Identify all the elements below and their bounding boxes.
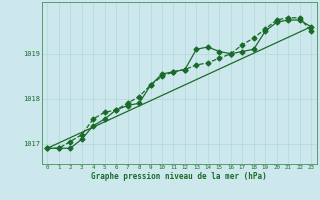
X-axis label: Graphe pression niveau de la mer (hPa): Graphe pression niveau de la mer (hPa)	[91, 172, 267, 181]
